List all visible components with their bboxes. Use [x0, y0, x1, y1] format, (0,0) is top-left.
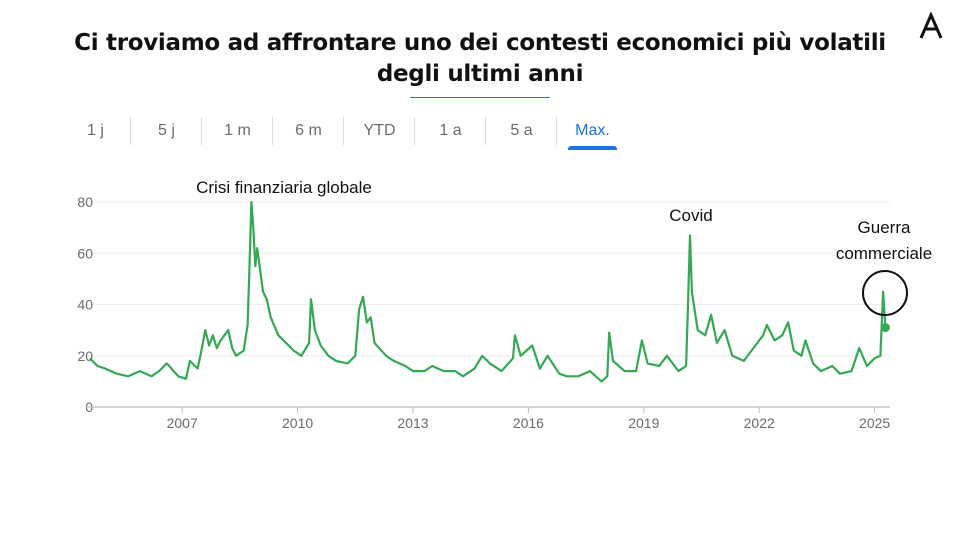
x-tick-label: 2025: [859, 415, 890, 431]
tab-separator: [201, 117, 202, 145]
tab-label: 1 j: [87, 122, 104, 139]
tab-separator: [343, 117, 344, 145]
tab-label: YTD: [363, 122, 396, 139]
annotation-financial-crisis: Crisi finanziaria globale: [196, 178, 372, 197]
tab-ytd[interactable]: YTD: [344, 114, 415, 148]
last-value-marker: [880, 323, 890, 333]
x-tick-label: 2022: [744, 415, 775, 431]
tab-5-days[interactable]: 5 j: [131, 114, 202, 148]
annotation-trade-war-line-2: commerciale: [836, 244, 932, 263]
title-line-1: Ci troviamo ad affrontare uno dei contes…: [74, 30, 886, 56]
tab-max[interactable]: Max.: [557, 114, 628, 150]
y-tick-label: 80: [77, 194, 93, 210]
tab-1-month[interactable]: 1 m: [202, 114, 273, 148]
tab-1-day[interactable]: 1 j: [60, 114, 131, 148]
y-tick-label: 20: [77, 348, 93, 364]
tab-label: 6 m: [295, 122, 322, 139]
time-range-tabs: 1 j 5 j 1 m 6 m YTD 1 a 5 a Max.: [60, 114, 628, 150]
x-tick-label: 2013: [397, 415, 428, 431]
annotation-covid: Covid: [669, 206, 712, 225]
tab-separator: [130, 117, 131, 145]
vix-series-line: [89, 200, 887, 383]
tab-1-year[interactable]: 1 a: [415, 114, 486, 148]
tab-label: Max.: [575, 122, 610, 139]
tab-separator: [272, 117, 273, 145]
x-tick-label: 2010: [282, 415, 313, 431]
title-underline: [410, 97, 550, 98]
page-title: Ci troviamo ad affrontare uno dei contes…: [60, 28, 900, 90]
tab-label: 1 a: [439, 122, 462, 139]
y-tick-label: 60: [77, 245, 93, 261]
tab-5-years[interactable]: 5 a: [486, 114, 557, 148]
title-line-2: degli ultimi anni: [376, 61, 584, 87]
tab-separator: [556, 117, 557, 145]
annotation-trade-war-line-1: Guerra: [858, 218, 911, 237]
x-tick-label: 2007: [167, 415, 198, 431]
trade-war-highlight-circle: [862, 270, 908, 316]
tab-label: 5 a: [510, 122, 533, 139]
tab-label: 1 m: [224, 122, 251, 139]
tab-label: 5 j: [158, 122, 175, 139]
tab-separator: [485, 117, 486, 145]
tab-separator: [414, 117, 415, 145]
y-tick-label: 40: [77, 297, 93, 313]
x-tick-label: 2016: [513, 415, 544, 431]
brand-logo-icon: [919, 12, 943, 39]
x-tick-label: 2019: [628, 415, 659, 431]
tab-6-months[interactable]: 6 m: [273, 114, 344, 148]
